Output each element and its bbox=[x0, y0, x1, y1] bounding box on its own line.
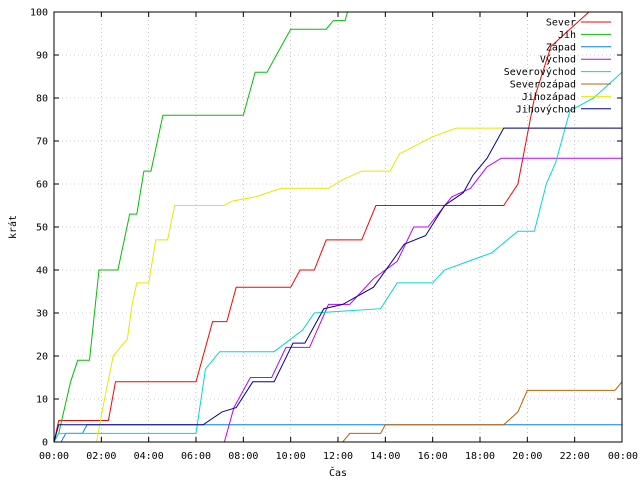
legend-label: Jihovýchod bbox=[516, 103, 576, 115]
series-line-0 bbox=[54, 12, 590, 442]
y-tick-label: 80 bbox=[36, 94, 48, 105]
x-tick-label: 00:00 bbox=[608, 451, 638, 462]
legend-label: Severovýchod bbox=[504, 66, 576, 78]
y-tick-label: 50 bbox=[36, 223, 48, 234]
x-axis-label: Čas bbox=[329, 466, 347, 479]
legend-label: Sever bbox=[546, 18, 576, 29]
y-tick-label: 20 bbox=[36, 352, 48, 363]
x-tick-label: 20:00 bbox=[512, 451, 542, 462]
y-tick-label: 60 bbox=[36, 180, 48, 191]
legend-label: Severozápad bbox=[510, 79, 576, 91]
axis-ticks: 0 10 20 30 40 50 60 70 80 90 100 00:00 02:00 04:00 06:… bbox=[30, 8, 638, 463]
legend: SeverJihZápadVýchodSeverovýchodSeverozáp… bbox=[504, 18, 611, 115]
x-tick-label: 18:00 bbox=[465, 451, 495, 462]
series-line-1 bbox=[54, 12, 348, 442]
y-tick-label: 30 bbox=[36, 309, 48, 320]
x-tick-label: 08:00 bbox=[228, 451, 258, 462]
x-tick-label: 14:00 bbox=[370, 451, 400, 462]
y-tick-label: 0 bbox=[42, 438, 48, 449]
y-tick-label: 100 bbox=[30, 8, 48, 19]
x-tick-label: 16:00 bbox=[418, 451, 448, 462]
series-line-5 bbox=[54, 381, 622, 442]
grid-lines bbox=[54, 12, 622, 442]
y-axis-label: krát bbox=[7, 215, 19, 239]
y-tick-label: 10 bbox=[36, 395, 48, 406]
series-line-4 bbox=[54, 71, 622, 442]
legend-label: Západ bbox=[546, 41, 576, 53]
series-lines bbox=[54, 12, 622, 442]
series-line-3 bbox=[54, 157, 622, 442]
legend-label: Jih bbox=[558, 30, 576, 41]
legend-label: Východ bbox=[540, 54, 576, 66]
x-tick-label: 02:00 bbox=[86, 451, 116, 462]
x-tick-label: 10:00 bbox=[276, 451, 306, 462]
y-tick-label: 70 bbox=[36, 137, 48, 148]
x-tick-label: 12:00 bbox=[323, 451, 353, 462]
x-tick-label: 22:00 bbox=[560, 451, 590, 462]
y-tick-label: 90 bbox=[36, 51, 48, 62]
legend-label: Jihozápad bbox=[522, 91, 576, 103]
x-tick-label: 06:00 bbox=[181, 451, 211, 462]
y-tick-label: 40 bbox=[36, 266, 48, 277]
x-tick-label: 04:00 bbox=[134, 451, 164, 462]
series-line-6 bbox=[54, 127, 622, 442]
series-line-7 bbox=[54, 127, 622, 442]
x-tick-label: 00:00 bbox=[39, 451, 69, 462]
